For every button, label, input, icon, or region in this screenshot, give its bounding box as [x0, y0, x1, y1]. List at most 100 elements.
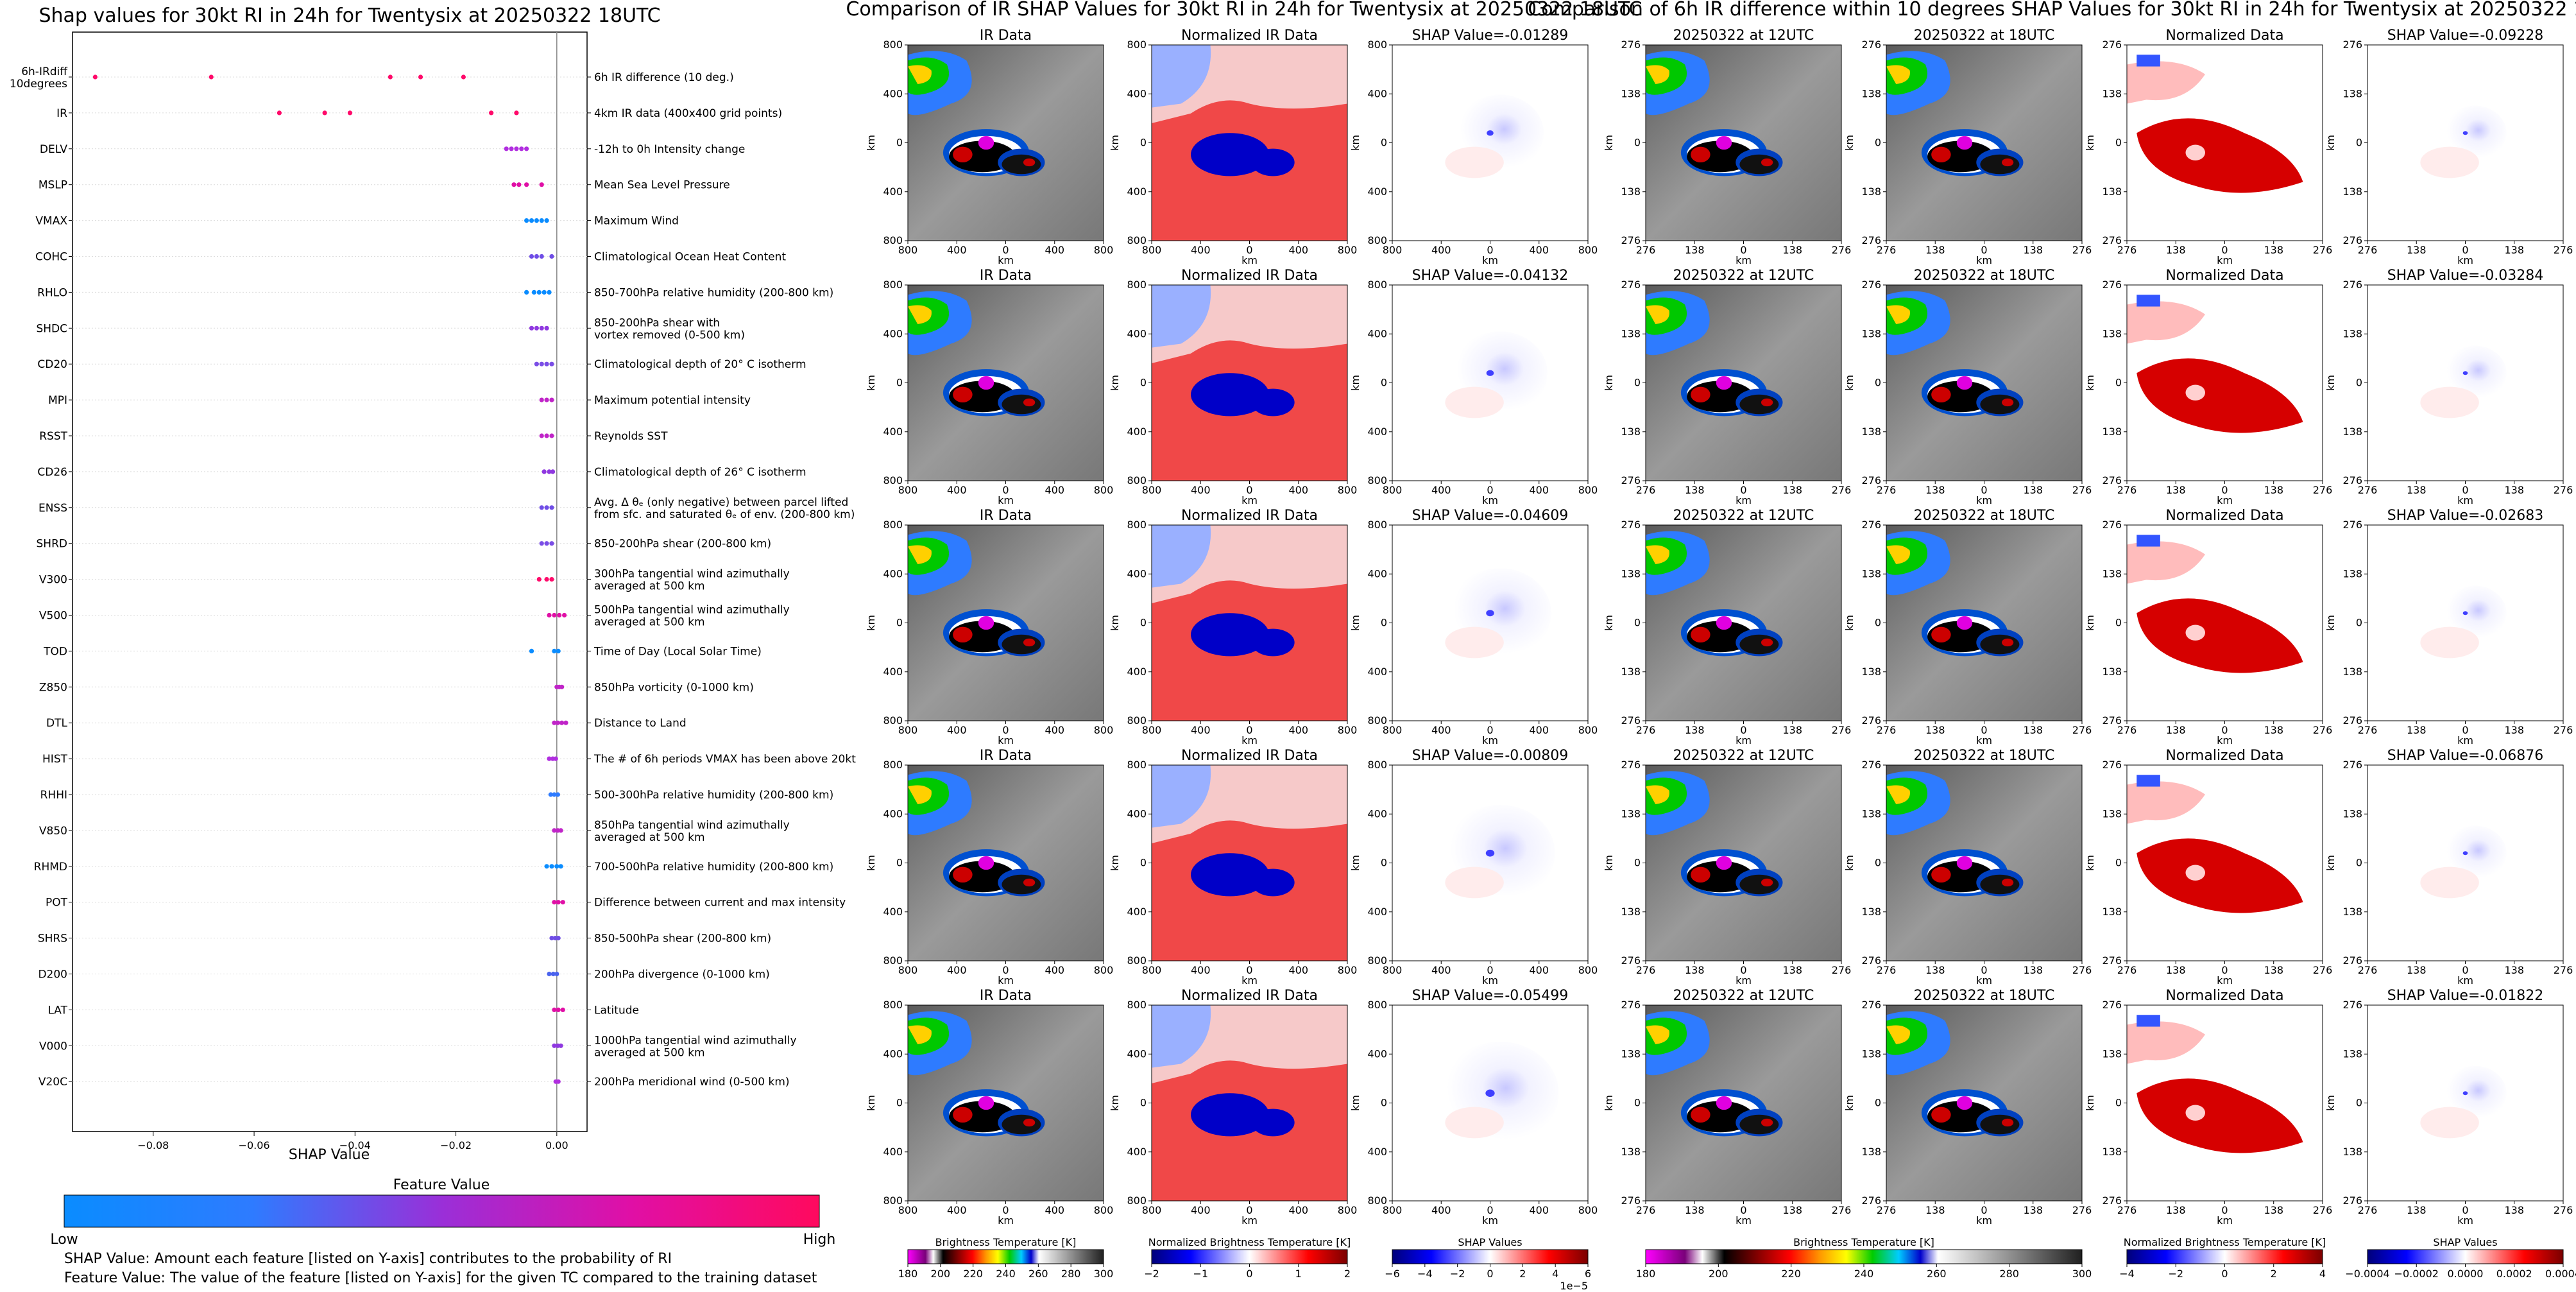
subplot-title: 20250322 at 18UTC [1914, 268, 2055, 284]
diff-panel-title: Comparison of 6h IR difference within 10… [1528, 0, 2576, 21]
x-tick-label: −0.08 [137, 1139, 169, 1151]
y-tick-label: 138 [2102, 666, 2122, 678]
y-axis-label: km [865, 375, 877, 391]
colorbar-tick-label: 4 [2319, 1268, 2326, 1280]
y-tick-label: 138 [1621, 567, 1641, 580]
y-tick-label: 138 [1621, 327, 1641, 340]
x-tick-label: 276 [2072, 484, 2092, 496]
x-tick-label: 138 [2166, 1204, 2186, 1216]
x-tick-label: 138 [2023, 244, 2043, 256]
colorbar-label: SHAP Values [2433, 1236, 2497, 1248]
band-core [1980, 154, 2020, 175]
x-tick-label: 400 [1529, 244, 1549, 256]
x-axis-label: km [1482, 1214, 1498, 1227]
band-core [1739, 874, 1779, 895]
feature-description: 700-500hPa relative humidity (200-800 km… [594, 861, 833, 874]
x-tick-label: 276 [2554, 964, 2573, 976]
y-tick-label: 138 [2342, 426, 2362, 438]
colorbar-tick-label: 180 [1636, 1268, 1656, 1280]
shap-point [556, 1007, 561, 1012]
feature-label: IR [56, 107, 67, 120]
y-axis-label: km [2084, 855, 2096, 871]
x-tick-label: 276 [2554, 1204, 2573, 1216]
y-tick-label: 0 [1875, 1097, 1881, 1109]
shap-red-blob [2420, 386, 2479, 418]
cloud-yellow-region [1886, 785, 1910, 804]
shap-blob [2443, 585, 2507, 641]
feature-description: Climatological depth of 26° C isotherm [594, 466, 806, 479]
y-tick-label: 276 [1621, 474, 1641, 487]
colorbar-tick-label: 0 [2221, 1268, 2228, 1280]
x-axis-label: km [2457, 734, 2473, 746]
subplot-title: 20250322 at 18UTC [1914, 28, 2055, 44]
feature-description: Climatological depth of 20° C isotherm [594, 358, 806, 371]
feature-label: MSLP [38, 179, 67, 192]
storm-magenta-cell [978, 1096, 994, 1110]
y-tick-label: 138 [1861, 426, 1881, 438]
x-tick-label: 400 [947, 244, 967, 256]
x-axis-label: km [998, 494, 1014, 506]
y-tick-label: 138 [2102, 426, 2122, 438]
x-tick-label: 800 [1094, 964, 1114, 976]
shap-point [559, 684, 565, 689]
x-tick-label: 800 [1383, 964, 1403, 976]
shap-blob [2443, 1065, 2507, 1121]
storm-magenta-cell [1716, 856, 1732, 870]
x-tick-label: 138 [1925, 724, 1945, 736]
shap-point [549, 433, 554, 438]
x-axis-label: km [1736, 734, 1752, 746]
y-tick-label: 276 [1621, 954, 1641, 967]
normalized-eye [2185, 1105, 2205, 1121]
shap-point [544, 541, 549, 546]
x-tick-label: 400 [1529, 724, 1549, 736]
colorbar [1392, 1249, 1589, 1264]
y-tick-label: 138 [2342, 1047, 2362, 1060]
x-tick-label: 138 [1925, 484, 1945, 496]
x-tick-label: 400 [1288, 484, 1308, 496]
y-tick-label: 276 [1861, 234, 1881, 246]
shap-xlabel: SHAP Value [289, 1147, 370, 1163]
x-tick-label: 0 [1002, 1204, 1009, 1216]
shap-point [514, 110, 519, 116]
feature-label: 6h-IRdiff 10degrees [10, 65, 68, 90]
x-axis-label: km [998, 254, 1014, 266]
y-tick-label: 276 [2342, 714, 2362, 727]
y-tick-label: 138 [2102, 906, 2122, 918]
y-tick-label: 400 [883, 666, 903, 678]
x-tick-label: 0 [1246, 484, 1252, 496]
feature-description: 850-200hPa shear (200-800 km) [594, 538, 771, 551]
y-tick-label: 800 [1367, 999, 1387, 1011]
cloud-yellow-region [1886, 305, 1910, 324]
feature-label: POT [46, 897, 68, 909]
shap-point [549, 936, 554, 941]
subplot-title: 20250322 at 18UTC [1914, 748, 2055, 764]
colorbar-tick-label: 0.0002 [2496, 1268, 2532, 1280]
cloud-yellow-region [1646, 785, 1669, 804]
x-tick-label: 400 [1191, 724, 1211, 736]
feature-label: D200 [38, 969, 67, 981]
storm-magenta-cell [978, 856, 994, 870]
x-tick-label: 0 [1487, 244, 1493, 256]
shap-point [519, 146, 524, 151]
x-axis-label: km [1482, 974, 1498, 986]
colorbar-low-label: Low [50, 1232, 78, 1248]
x-tick-label: 276 [2358, 964, 2378, 976]
y-tick-label: 0 [2356, 377, 2362, 389]
shap-core [1485, 849, 1495, 857]
x-tick-label: 0 [2462, 484, 2468, 496]
shap-point [549, 254, 554, 259]
ir-panel-title: Comparison of IR SHAP Values for 30kt RI… [846, 0, 1642, 21]
y-tick-label: 400 [883, 327, 903, 340]
x-tick-label: 800 [1578, 1204, 1598, 1216]
x-tick-label: 276 [2117, 1204, 2137, 1216]
x-tick-label: 0 [1487, 724, 1493, 736]
subplot-title: 20250322 at 12UTC [1673, 508, 1814, 524]
colorbar-tick-label: 1 [1295, 1268, 1302, 1280]
x-tick-label: 276 [2358, 484, 2378, 496]
shap-red-blob [2420, 146, 2479, 178]
x-tick-label: 400 [1431, 964, 1451, 976]
x-tick-label: 0 [1981, 244, 1987, 256]
y-tick-label: 138 [2342, 87, 2362, 99]
storm-magenta-cell [978, 616, 994, 630]
shap-blob [2443, 345, 2507, 401]
